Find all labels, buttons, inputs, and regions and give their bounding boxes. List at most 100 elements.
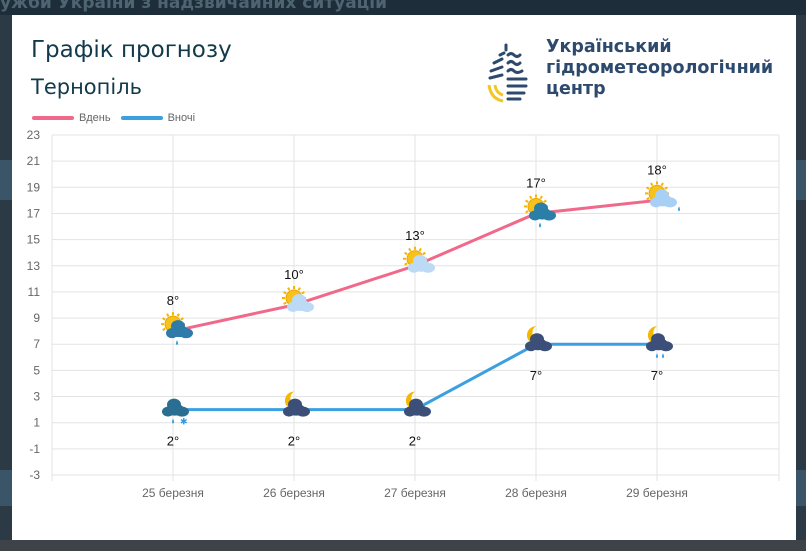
sun-ray [297,287,301,291]
sun-ray [650,182,654,187]
background-footer [0,540,806,551]
night-weather-icon: ✱ [162,398,189,428]
cloud-icon [529,202,556,221]
sun-ray [529,195,533,200]
data-label: 7° [530,368,542,383]
raindrop-icon [172,418,174,424]
sun-ray [162,317,166,321]
raindrop-icon [678,206,680,212]
data-label: 8° [167,293,179,308]
cloud-icon [525,333,552,352]
night-weather-icon [525,326,552,352]
cloud-icon [162,398,189,417]
cloud-puff [655,189,669,202]
sun-ray [539,195,543,200]
legend-day[interactable]: Вдень [32,112,111,124]
sun-ray [418,247,422,252]
legend-day-label: Вдень [79,112,111,124]
background-heading: ужби України з надзвичайних ситуацій [0,0,388,13]
logo-line3: центр [546,79,606,99]
y-tick-label: 1 [33,416,40,430]
legend: Вдень Вночі [32,112,205,124]
cloud-puff [167,398,181,411]
chart-title: Графік прогнозу [31,37,232,63]
data-label: 18° [647,162,667,177]
cloud-puff [413,254,427,267]
sun-ray [180,317,184,321]
sun-ray [283,301,287,305]
sun-ray [646,186,650,190]
cloud-puff [292,294,306,306]
forecast-modal: Графік прогнозу Тернопіль Вдень Вночі Ук [12,15,796,540]
x-tick-label: 25 березня [142,486,204,500]
legend-night-swatch [120,116,163,120]
cloud-icon [646,333,673,352]
cloud-puff [651,333,665,346]
night-weather-icon [646,326,673,359]
y-tick-label: 3 [33,390,40,404]
legend-day-swatch [32,116,74,120]
y-tick-label: 15 [27,233,41,247]
logo-line2: гідрометеорологічний [546,58,774,78]
y-tick-label: -3 [29,468,40,482]
x-tick-label: 29 березня [626,486,688,500]
sun-ray [287,287,291,291]
sun-ray [176,313,180,317]
night-weather-icon [283,391,310,417]
ugmc-logo: Український гідрометеорологічний центр [484,37,794,107]
y-tick-label: 7 [33,337,40,351]
cloud-icon [166,320,193,339]
day-weather-icon [403,246,435,273]
sun-ray [422,251,426,256]
raindrop-icon [662,353,664,359]
data-label: 2° [409,434,421,449]
y-tick-label: -1 [29,442,40,456]
cloud-puff [171,320,185,333]
raindrop-icon [176,340,178,346]
y-tick-label: 11 [28,285,41,299]
day-weather-icon [161,312,193,346]
cloud-puff [288,398,302,411]
y-tick-label: 21 [27,154,41,168]
legend-night-label: Вночі [167,112,196,124]
sun-ray [543,199,547,203]
city-name: Тернопіль [31,75,143,99]
legend-night[interactable]: Вночі [120,112,196,124]
y-tick-label: 17 [27,206,41,220]
cloud-icon [404,398,431,417]
snowflake-icon: ✱ [180,418,188,428]
data-label: 17° [526,175,546,190]
sun-ray [646,197,650,201]
y-tick-label: 9 [33,311,40,325]
y-tick-label: 5 [33,363,40,377]
data-label: 13° [405,228,425,243]
y-tick-label: 13 [27,259,41,273]
x-tick-label: 27 березня [384,486,446,500]
logo-text: Український гідрометеорологічний центр [546,37,773,100]
cloud-puff [530,333,544,346]
x-tick-label: 26 березня [263,486,325,500]
cloud-icon [650,189,677,208]
y-tick-label: 19 [27,180,41,194]
cloud-icon [287,294,314,312]
data-label: 2° [288,434,300,449]
sun-ray [404,251,408,256]
cloud-puff [409,398,423,411]
sun-ray [664,186,668,190]
cloud-puff [534,202,548,215]
sun-ray [404,262,408,266]
x-tick-label: 28 березня [505,486,567,500]
cloud-icon [283,398,310,417]
y-tick-label: 23 [27,128,41,142]
sun-ray [283,291,287,295]
data-label: 2° [167,434,179,449]
raindrop-icon [539,222,541,228]
sun-ray [525,199,529,203]
sun-ray [660,182,664,187]
night-weather-icon [404,391,431,417]
droplet-logo-icon [487,43,528,103]
sun-ray [162,327,166,332]
day-weather-icon [282,286,314,312]
raindrop-icon [656,353,658,359]
